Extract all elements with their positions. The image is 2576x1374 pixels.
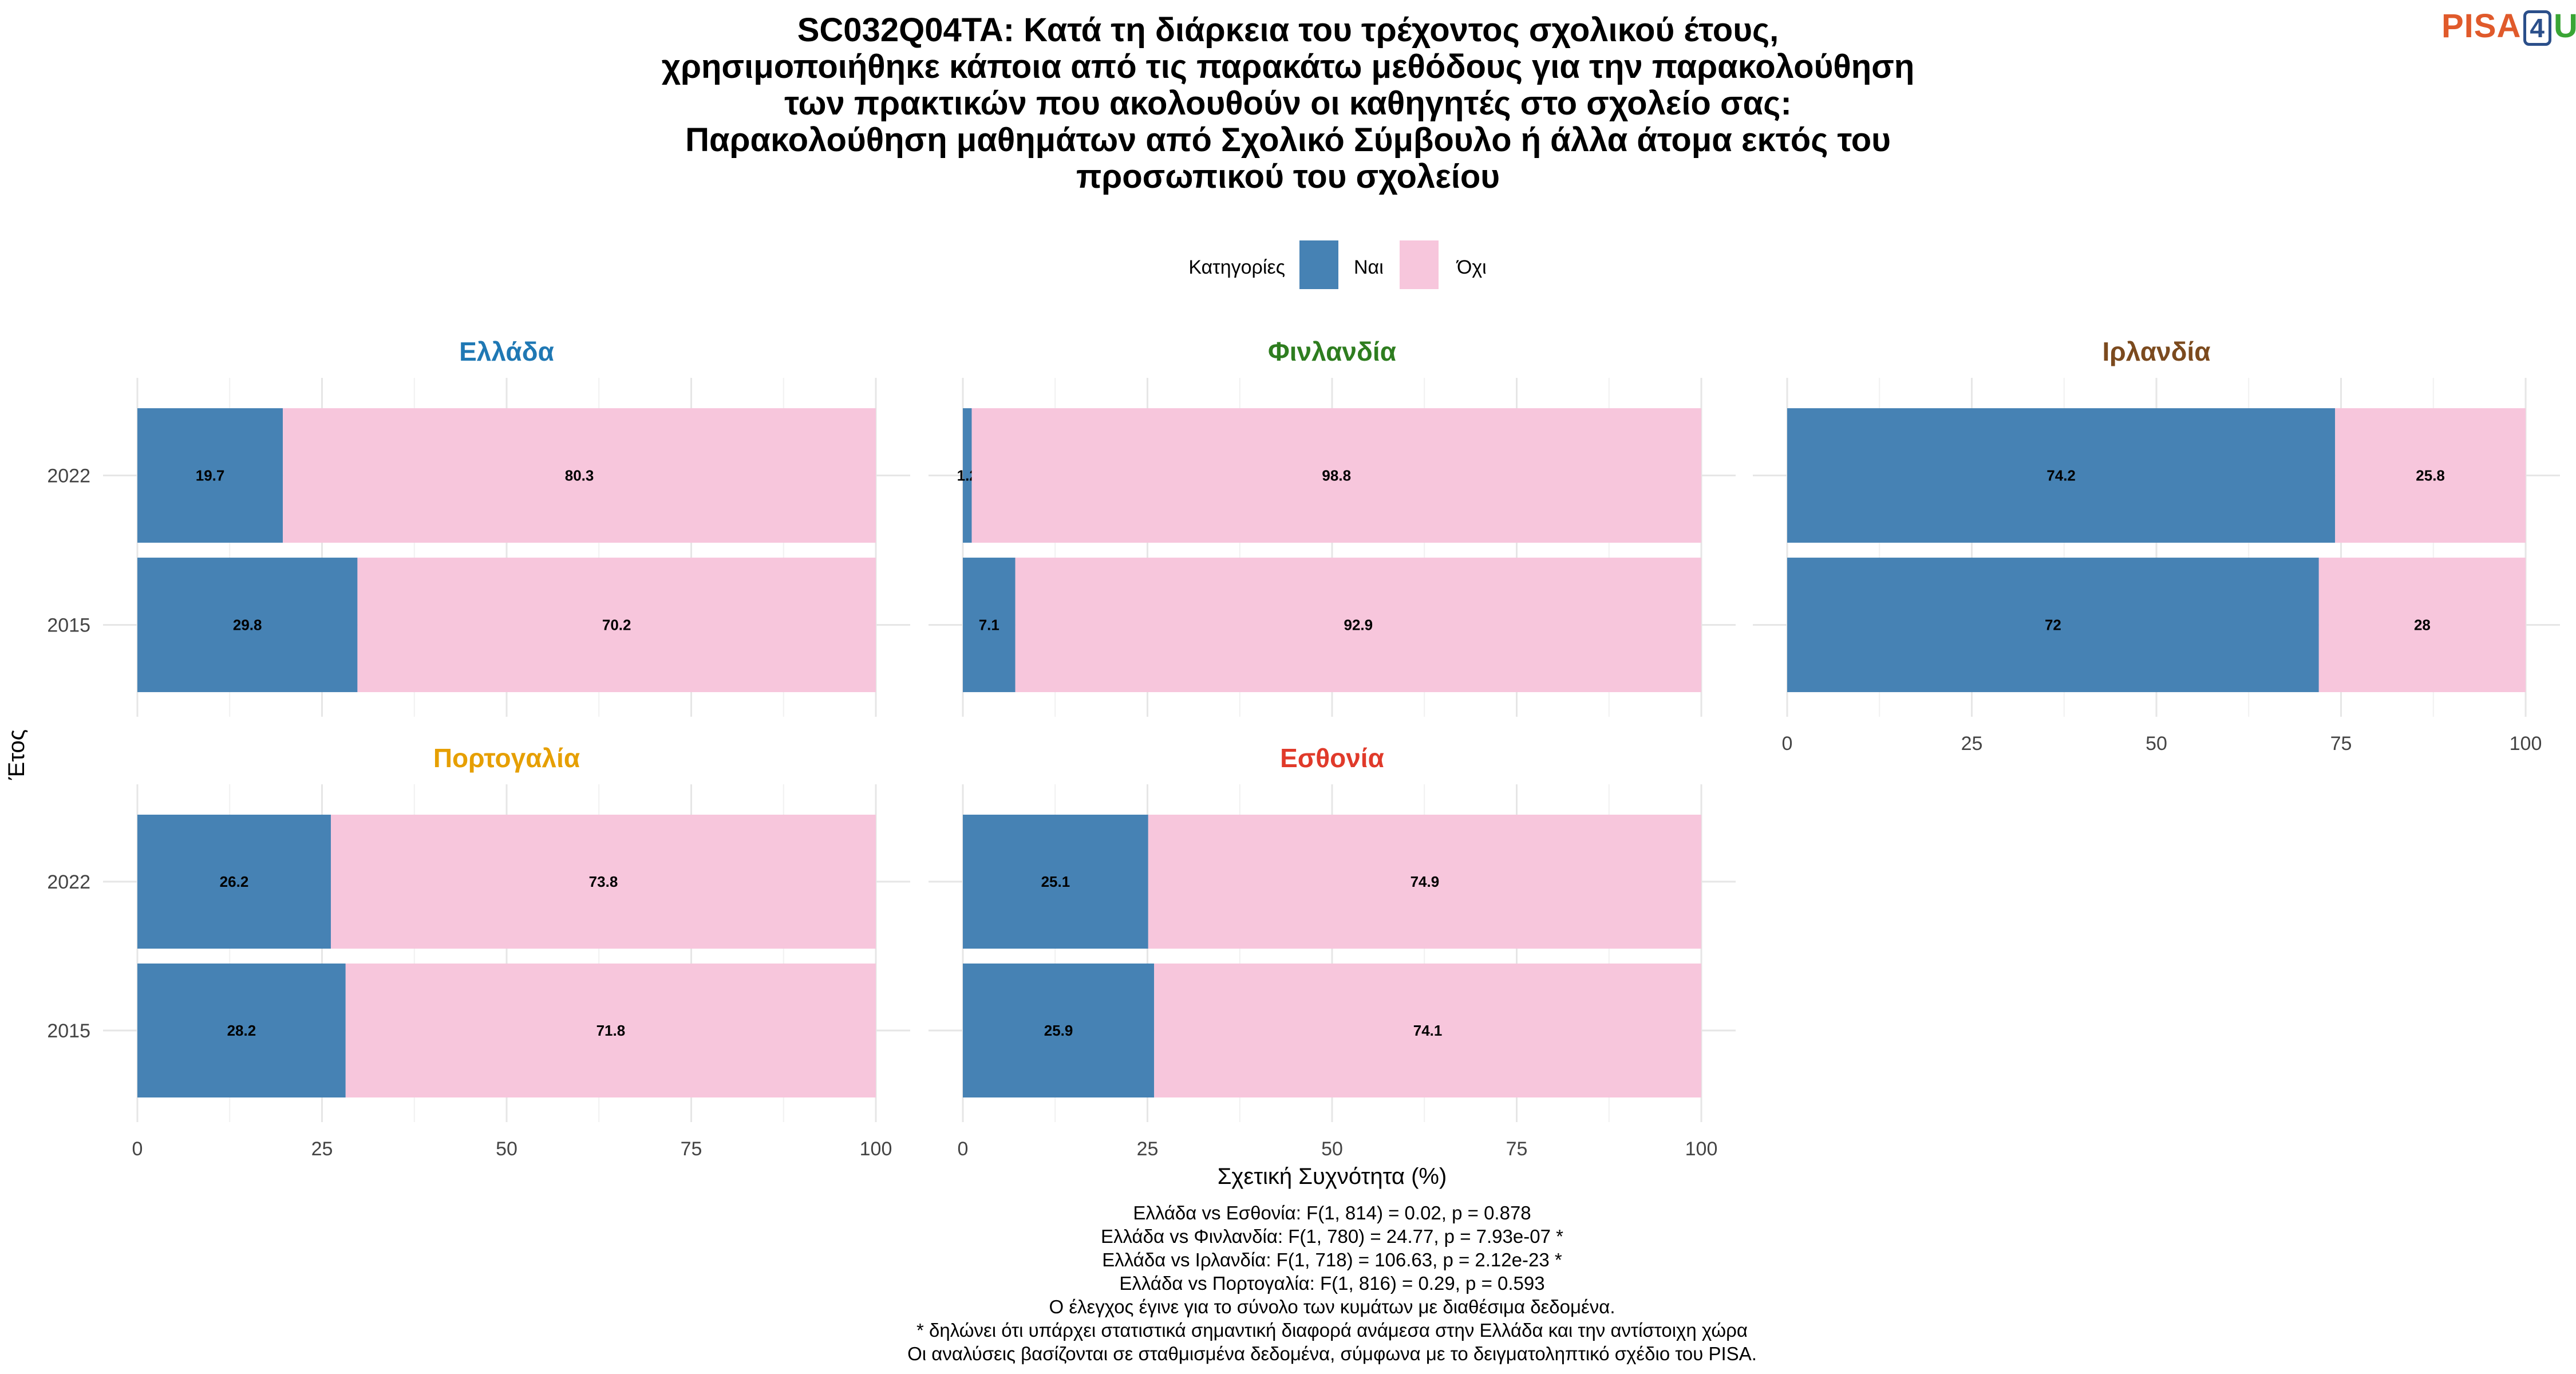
caption-line: Ελλάδα vs Ιρλανδία: F(1, 718) = 106.63, … <box>1102 1249 1562 1270</box>
bar-segment <box>137 408 283 543</box>
logo-pisa-text: PISA <box>2441 7 2522 45</box>
bar-segment <box>283 408 876 543</box>
panel-title: Εσθονία <box>1280 743 1384 773</box>
x-tick-label: 50 <box>2146 733 2167 755</box>
data-label: 98.8 <box>1322 467 1351 484</box>
data-label: 19.7 <box>196 467 225 484</box>
chart-title-line: SC032Q04TA: Κατά τη διάρκεια του τρέχοντ… <box>797 11 1779 49</box>
panel-title: Ιρλανδία <box>2102 337 2210 366</box>
bar-segment <box>137 558 358 692</box>
legend-title: Κατηγορίες <box>1188 256 1285 278</box>
bar-segment <box>963 815 1148 949</box>
y-tick-label: 2015 <box>47 1020 90 1042</box>
bar-segment <box>963 964 1155 1097</box>
data-label: 70.2 <box>602 617 631 634</box>
x-tick-label: 100 <box>1685 1138 1718 1160</box>
data-label: 28 <box>2414 617 2431 634</box>
legend-swatch <box>1299 240 1338 289</box>
chart-title-line: προσωπικού του σχολείου <box>1076 158 1500 195</box>
chart-title-line: των πρακτικών που ακολουθούν οι καθηγητέ… <box>784 85 1792 122</box>
logo-u-text: U <box>2553 7 2576 45</box>
bar-segment <box>1787 408 2336 543</box>
data-label: 71.8 <box>596 1022 626 1039</box>
y-axis-title: Έτος <box>4 729 29 780</box>
panel-title: Φινλανδία <box>1268 337 1396 366</box>
caption-line: * δηλώνει ότι υπάρχει στατιστικά σημαντι… <box>916 1320 1748 1341</box>
caption-line: Ελλάδα vs Εσθονία: F(1, 814) = 0.02, p =… <box>1133 1202 1531 1223</box>
legend-label: Ναι <box>1354 256 1384 278</box>
legend-label: Όχι <box>1456 256 1487 278</box>
caption-line: Οι αναλύσεις βασίζονται σε σταθμισμένα δ… <box>907 1343 1757 1364</box>
x-tick-label: 25 <box>1137 1138 1159 1160</box>
data-label: 25.8 <box>2416 467 2445 484</box>
chart-title-line: Παρακολούθηση μαθημάτων από Σχολικό Σύμβ… <box>685 121 1891 159</box>
bar-segment <box>357 558 876 692</box>
bar-segment <box>1787 558 2319 692</box>
bar-segment <box>963 558 1016 692</box>
bar-segment <box>971 408 1701 543</box>
bar-segment <box>1154 964 1701 1097</box>
x-tick-label: 75 <box>681 1138 702 1160</box>
bar-segment <box>963 408 972 543</box>
data-label: 26.2 <box>220 873 249 890</box>
data-label: 74.9 <box>1411 873 1440 890</box>
y-tick-label: 2022 <box>47 871 90 893</box>
panel-title: Πορτογαλία <box>433 743 580 773</box>
bar-segment <box>137 964 346 1097</box>
data-label: 74.1 <box>1413 1022 1443 1039</box>
data-label: 25.9 <box>1044 1022 1073 1039</box>
legend-swatch <box>1400 240 1439 289</box>
data-label: 74.2 <box>2046 467 2076 484</box>
bar-segment <box>2318 558 2526 692</box>
x-axis-title: Σχετική Συχνότητα (%) <box>1218 1164 1447 1189</box>
y-tick-label: 2022 <box>47 465 90 487</box>
x-tick-label: 100 <box>860 1138 892 1160</box>
x-tick-label: 0 <box>958 1138 969 1160</box>
data-label: 92.9 <box>1344 617 1373 634</box>
bar-segment <box>345 964 876 1097</box>
bar-segment <box>330 815 876 949</box>
x-tick-label: 100 <box>2510 733 2542 755</box>
bar-segment <box>137 815 331 949</box>
caption-line: Ελλάδα vs Πορτογαλία: F(1, 816) = 0.29, … <box>1119 1273 1544 1294</box>
data-label: 72 <box>2045 617 2061 634</box>
logo-four-text: 4 <box>2523 10 2551 46</box>
y-tick-label: 2015 <box>47 615 90 637</box>
bar-segment <box>1148 815 1701 949</box>
data-label: 25.1 <box>1041 873 1070 890</box>
x-tick-label: 75 <box>2330 733 2352 755</box>
x-tick-label: 25 <box>311 1138 333 1160</box>
x-tick-label: 25 <box>1961 733 1983 755</box>
x-tick-label: 75 <box>1506 1138 1528 1160</box>
bar-segment <box>1015 558 1701 692</box>
chart-title-line: χρησιμοποιήθηκε κάποια από τις παρακάτω … <box>662 48 1915 85</box>
x-tick-label: 0 <box>1782 733 1793 755</box>
data-label: 7.1 <box>979 617 999 634</box>
x-tick-label: 50 <box>1321 1138 1343 1160</box>
bar-segment <box>2335 408 2526 543</box>
data-label: 73.8 <box>589 873 618 890</box>
data-label: 80.3 <box>565 467 594 484</box>
x-tick-label: 50 <box>496 1138 517 1160</box>
caption-line: Ο έλεγχος έγινε για το σύνολο των κυμάτω… <box>1049 1296 1615 1317</box>
data-label: 29.8 <box>233 617 262 634</box>
pisa4u-logo: PISA 4 U <box>2441 7 2576 46</box>
data-label: 28.2 <box>227 1022 256 1039</box>
caption-line: Ελλάδα vs Φινλανδία: F(1, 780) = 24.77, … <box>1101 1226 1563 1247</box>
panel-title: Ελλάδα <box>459 337 554 366</box>
x-tick-label: 0 <box>132 1138 143 1160</box>
